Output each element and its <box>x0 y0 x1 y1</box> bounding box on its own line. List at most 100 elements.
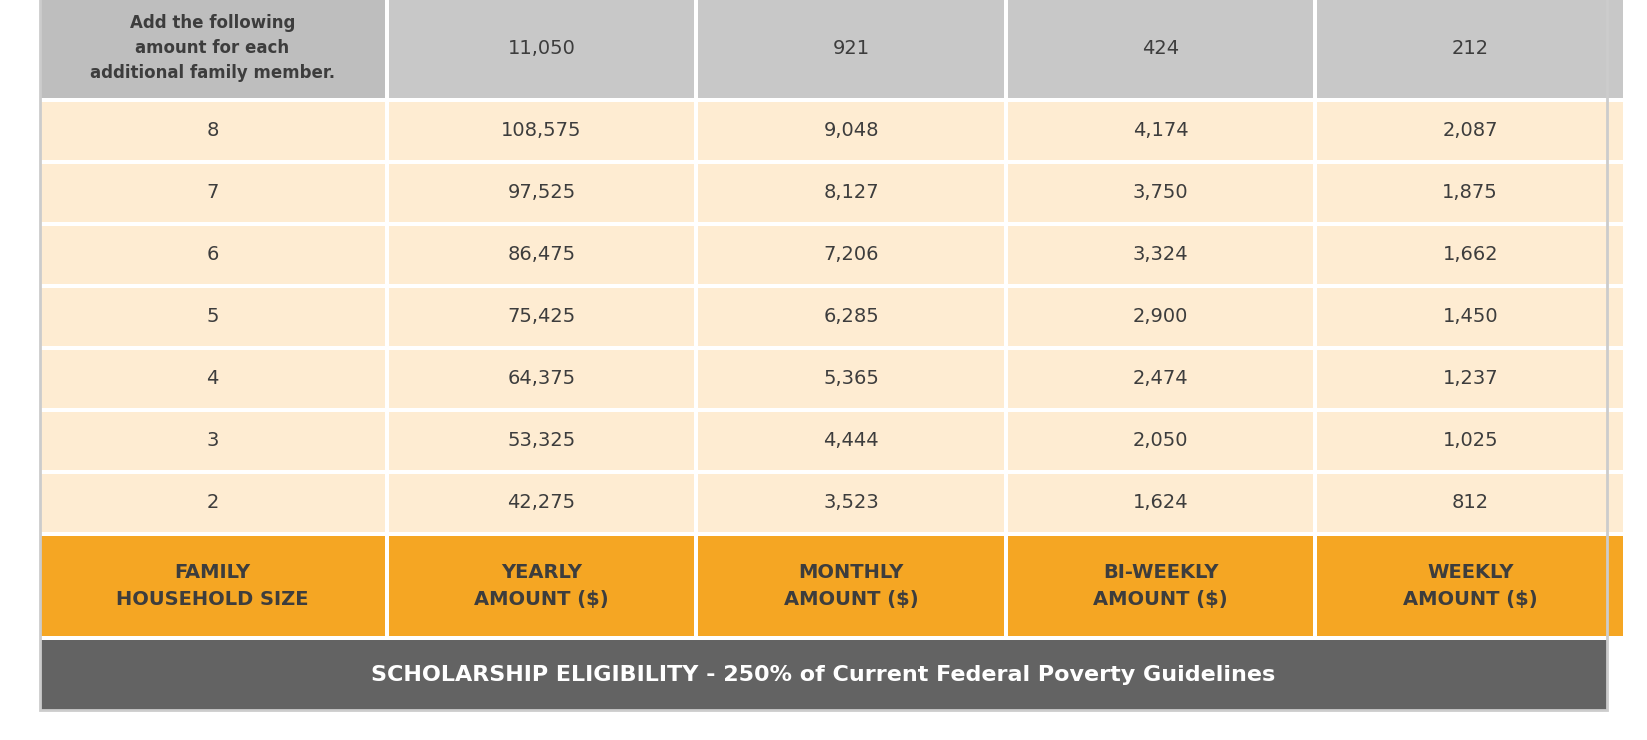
Bar <box>698 474 1005 532</box>
Text: 11,050: 11,050 <box>507 38 575 58</box>
Text: FAMILY
HOUSEHOLD SIZE: FAMILY HOUSEHOLD SIZE <box>117 563 308 609</box>
Text: 8,127: 8,127 <box>824 184 879 203</box>
Bar <box>389 102 695 160</box>
Text: 3,523: 3,523 <box>824 494 879 513</box>
Bar <box>40 0 385 98</box>
Text: 75,425: 75,425 <box>507 308 576 326</box>
Bar <box>1313 536 1318 636</box>
Bar <box>389 412 695 470</box>
Bar <box>1318 412 1622 470</box>
Bar <box>695 102 698 160</box>
Bar <box>1318 226 1622 284</box>
Bar <box>698 412 1005 470</box>
Bar <box>1005 474 1008 532</box>
Bar <box>1318 102 1622 160</box>
Text: 6,285: 6,285 <box>824 308 879 326</box>
Bar <box>695 536 698 636</box>
Text: 5,365: 5,365 <box>824 369 879 388</box>
Bar <box>389 350 695 408</box>
Bar <box>1005 536 1008 636</box>
Bar <box>385 164 389 222</box>
Text: 2,050: 2,050 <box>1133 431 1189 451</box>
Text: 7,206: 7,206 <box>824 246 879 264</box>
Bar <box>389 288 695 346</box>
Bar <box>1008 164 1313 222</box>
Bar <box>1318 0 1622 98</box>
Text: 1,875: 1,875 <box>1443 184 1499 203</box>
Bar <box>695 226 698 284</box>
Bar <box>1008 288 1313 346</box>
Bar <box>1008 536 1313 636</box>
Text: 2: 2 <box>206 494 219 513</box>
Text: 5: 5 <box>206 308 219 326</box>
Text: 4,444: 4,444 <box>824 431 879 451</box>
Text: 53,325: 53,325 <box>507 431 576 451</box>
Text: 1,025: 1,025 <box>1443 431 1499 451</box>
Bar <box>1313 0 1318 98</box>
Bar <box>40 412 385 470</box>
Bar <box>40 536 385 636</box>
Bar <box>1008 0 1313 98</box>
Bar <box>385 102 389 160</box>
Bar <box>389 474 695 532</box>
Bar <box>698 0 1005 98</box>
Bar <box>698 102 1005 160</box>
Text: 7: 7 <box>206 184 219 203</box>
Bar <box>1008 350 1313 408</box>
Text: BI-WEEKLY
AMOUNT ($): BI-WEEKLY AMOUNT ($) <box>1094 563 1229 609</box>
Text: Add the following
amount for each
additional family member.: Add the following amount for each additi… <box>91 14 334 82</box>
Bar <box>1318 164 1622 222</box>
Text: 1,662: 1,662 <box>1443 246 1499 264</box>
Text: 97,525: 97,525 <box>507 184 576 203</box>
Text: 2,087: 2,087 <box>1443 121 1499 141</box>
Bar <box>40 350 385 408</box>
Bar <box>695 474 698 532</box>
Bar <box>1008 412 1313 470</box>
Text: 921: 921 <box>832 38 870 58</box>
Bar <box>698 350 1005 408</box>
Bar <box>40 474 385 532</box>
Bar <box>695 288 698 346</box>
Bar <box>1005 164 1008 222</box>
Bar <box>1008 474 1313 532</box>
Bar <box>698 164 1005 222</box>
Bar <box>1005 288 1008 346</box>
Bar <box>695 164 698 222</box>
Bar <box>385 536 389 636</box>
Bar <box>385 350 389 408</box>
Text: 42,275: 42,275 <box>507 494 575 513</box>
Bar <box>1313 412 1318 470</box>
Bar <box>695 412 698 470</box>
Bar <box>1005 0 1008 98</box>
Bar <box>1318 288 1622 346</box>
Bar <box>385 412 389 470</box>
Bar <box>1313 164 1318 222</box>
Text: 9,048: 9,048 <box>824 121 879 141</box>
Bar <box>698 288 1005 346</box>
Text: 4,174: 4,174 <box>1133 121 1189 141</box>
Text: 3,324: 3,324 <box>1133 246 1189 264</box>
Bar <box>698 226 1005 284</box>
Text: 86,475: 86,475 <box>507 246 575 264</box>
Text: 64,375: 64,375 <box>507 369 575 388</box>
Bar <box>40 164 385 222</box>
Text: 212: 212 <box>1451 38 1489 58</box>
Text: 1,237: 1,237 <box>1443 369 1499 388</box>
Bar <box>1313 226 1318 284</box>
Bar <box>40 102 385 160</box>
Bar <box>385 474 389 532</box>
Bar <box>1005 226 1008 284</box>
Text: 2,474: 2,474 <box>1133 369 1189 388</box>
Bar <box>389 226 695 284</box>
Bar <box>40 288 385 346</box>
Text: 4: 4 <box>206 369 219 388</box>
Bar <box>695 350 698 408</box>
Bar <box>1318 474 1622 532</box>
Bar <box>1318 536 1622 636</box>
Text: 3,750: 3,750 <box>1133 184 1189 203</box>
Bar <box>1313 102 1318 160</box>
Text: YEARLY
AMOUNT ($): YEARLY AMOUNT ($) <box>474 563 609 609</box>
Bar <box>1005 412 1008 470</box>
Bar <box>698 536 1005 636</box>
Bar <box>695 0 698 98</box>
